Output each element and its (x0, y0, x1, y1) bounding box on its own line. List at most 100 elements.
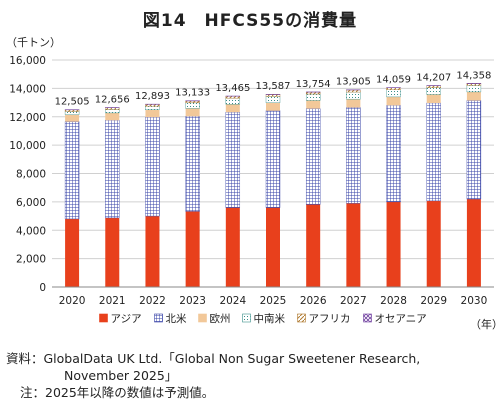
x-tick-label: 2026 (300, 295, 327, 307)
bar-segment-中南米 (346, 91, 361, 100)
x-tick-label: 2022 (139, 295, 166, 307)
total-label: 13,465 (215, 83, 250, 94)
bar-segment-中南米 (426, 87, 441, 95)
x-tick-label: 2020 (59, 295, 86, 307)
x-tick-label: 2027 (340, 295, 367, 307)
total-label: 14,059 (376, 75, 411, 86)
bar-segment-アフリカ (225, 96, 241, 99)
bar-segment-欧州 (185, 108, 200, 117)
bar-segment-欧州 (65, 114, 80, 122)
source-note-continued: November 2025」 (64, 368, 178, 383)
total-label: 13,587 (256, 81, 291, 92)
bar-segment-欧州 (386, 96, 401, 106)
y-tick-label: 16,000 (9, 55, 46, 67)
bar-segment-中南米 (265, 96, 281, 103)
bar-segment-欧州 (306, 100, 321, 109)
total-label: 14,358 (456, 70, 491, 81)
bar-segment-北米 (386, 105, 401, 203)
bar-segment-欧州 (225, 104, 240, 113)
bar-segment-欧州 (145, 109, 160, 118)
bar-segment-北米 (426, 102, 441, 202)
legend-item: アジア (99, 313, 142, 325)
y-tick-label: 14,000 (9, 83, 46, 95)
x-tick-label: 2021 (99, 295, 126, 307)
bar-segment-欧州 (266, 102, 280, 111)
bar-segment-アジア (145, 216, 160, 287)
y-tick-label: 4,000 (16, 225, 46, 237)
bar-segment-欧州 (426, 94, 441, 103)
y-axis-label: （千トン） (6, 36, 61, 49)
x-tick-label: 2029 (420, 295, 447, 307)
y-tick-label: 2,000 (16, 254, 46, 266)
bar-segment-北米 (265, 110, 281, 208)
legend-label: アジア (111, 313, 142, 325)
bar-segment-アジア (306, 204, 321, 287)
legend-item: アフリカ (297, 313, 351, 325)
total-label: 13,133 (175, 88, 210, 99)
bar-segment-中南米 (145, 106, 160, 110)
footer-notes: 資料：GlobalData UK Ltd.「Global Non Sugar S… (6, 350, 496, 401)
x-tick-label: 2023 (179, 295, 206, 307)
legend-swatch (363, 313, 372, 323)
bar-segment-北米 (185, 116, 200, 212)
bar-segment-欧州 (466, 91, 481, 101)
bar-segment-中南米 (225, 97, 241, 105)
legend-swatch (99, 313, 108, 323)
legend-item: 中南米 (242, 312, 286, 325)
y-tick-label: 12,000 (9, 112, 46, 124)
bar-segment-北米 (225, 112, 241, 208)
x-axis-ticks: 2020 2021 2022 2023 2024 2025 2026 2027 2028 2029… (59, 295, 488, 307)
bars (64, 83, 482, 287)
bar-segment-北米 (145, 116, 160, 217)
bar-segment-アフリカ (105, 107, 120, 110)
x-tick-label: 2030 (461, 295, 488, 307)
legend: アジア 北米 欧州 中南米 アフリカ オセアニア (99, 312, 427, 325)
x-axis-label: （年） (470, 317, 500, 331)
bar-segment-欧州 (346, 99, 361, 108)
bar-segment-アフリカ (346, 89, 361, 93)
y-tick-label: 6,000 (16, 197, 46, 209)
legend-item: 北米 (154, 312, 187, 325)
bar-segment-アフリカ (64, 109, 80, 112)
bar-segment-アジア (185, 211, 200, 287)
bar-segment-中南米 (64, 111, 80, 115)
legend-item: 欧州 (198, 313, 231, 325)
bar-segment-アジア (225, 207, 240, 287)
total-label: 12,893 (135, 91, 170, 102)
y-tick-label: 8,000 (16, 169, 46, 181)
bar-segment-アフリカ (386, 87, 401, 90)
bar-segment-アジア (65, 218, 80, 287)
y-tick-label: 10,000 (9, 140, 46, 152)
total-label: 13,754 (296, 79, 331, 90)
total-label: 12,656 (95, 94, 130, 105)
stacked-bar-chart: 0 2,000 4,000 6,000 8,000 10,000 12,000 14,000 1… (6, 36, 500, 331)
bar-segment-北米 (346, 107, 361, 204)
forecast-note: 注：2025年以降の数値は予測値。 (20, 385, 215, 400)
bar-segment-アジア (105, 217, 120, 287)
legend-swatch (297, 313, 306, 323)
legend-label: 北米 (166, 312, 187, 325)
bar-segment-北米 (105, 120, 120, 219)
bar-segment-北米 (305, 108, 321, 205)
bar-segment-アジア (386, 201, 401, 287)
source-note: 資料：GlobalData UK Ltd.「Global Non Sugar S… (6, 351, 421, 366)
bar-segment-北米 (64, 121, 80, 220)
total-label: 14,207 (416, 72, 451, 83)
bar-segment-アジア (346, 203, 361, 287)
legend-label: 中南米 (254, 312, 286, 325)
y-axis-ticks: 0 2,000 4,000 6,000 8,000 10,000 12,000 14,000 1… (9, 55, 46, 294)
x-tick-label: 2025 (260, 295, 287, 307)
total-label: 12,505 (55, 97, 90, 108)
legend-item: オセアニア (363, 313, 427, 325)
x-tick-label: 2028 (380, 295, 407, 307)
bar-segment-中南米 (185, 102, 200, 109)
bar-segment-欧州 (105, 112, 120, 121)
legend-swatch (242, 313, 251, 323)
legend-label: アフリカ (309, 313, 351, 325)
bar-segment-アフリカ (145, 104, 160, 107)
bar-segment-アジア (426, 200, 441, 287)
bar-segment-北米 (466, 100, 482, 200)
chart-title: 図14 HFCS55の消費量 (142, 11, 358, 31)
x-tick-label: 2024 (219, 295, 246, 307)
bar-segment-アフリカ (426, 85, 441, 88)
